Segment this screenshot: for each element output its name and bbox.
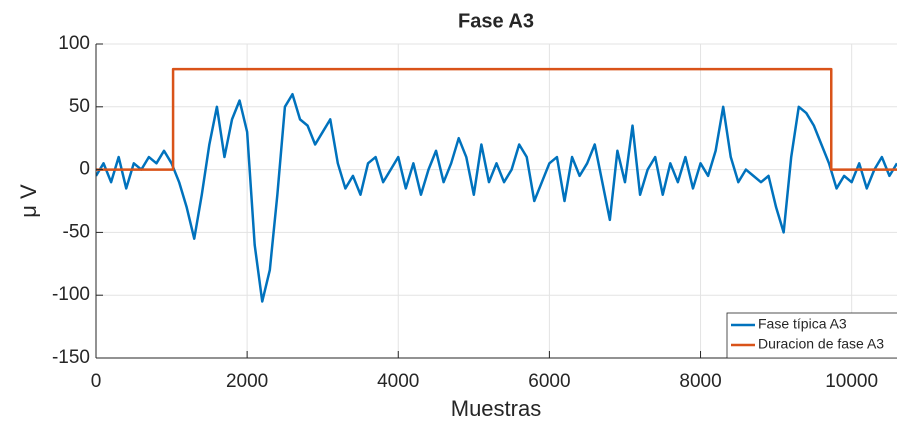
- chart-title: Fase A3: [458, 10, 534, 32]
- x-tick-label: 6000: [528, 371, 570, 392]
- legend: Fase típica A3 Duracion de fase A3: [726, 312, 897, 358]
- x-axis-label: Muestras: [451, 396, 541, 421]
- plot-area: [96, 44, 897, 358]
- y-tick-label: 50: [69, 96, 90, 117]
- x-tick-label: 0: [91, 371, 102, 392]
- x-tick-label: 2000: [226, 371, 268, 392]
- legend-box: [726, 312, 897, 358]
- line-series: [96, 67, 897, 171]
- legend-label: Fase típica A3: [758, 316, 847, 332]
- y-tick-label: 100: [58, 33, 90, 54]
- y-tick-label: -100: [52, 284, 90, 305]
- legend-label: Duracion de fase A3: [758, 336, 884, 352]
- x-tick-label: 4000: [377, 371, 419, 392]
- y-tick-label: -150: [52, 347, 90, 368]
- x-tick-label: 8000: [679, 371, 721, 392]
- y-tick-label: -50: [63, 221, 90, 242]
- y-tick-label: 0: [79, 159, 90, 180]
- x-tick-label: 10000: [825, 371, 878, 392]
- y-axis-label: μ V: [16, 184, 41, 218]
- line-series: [96, 92, 897, 303]
